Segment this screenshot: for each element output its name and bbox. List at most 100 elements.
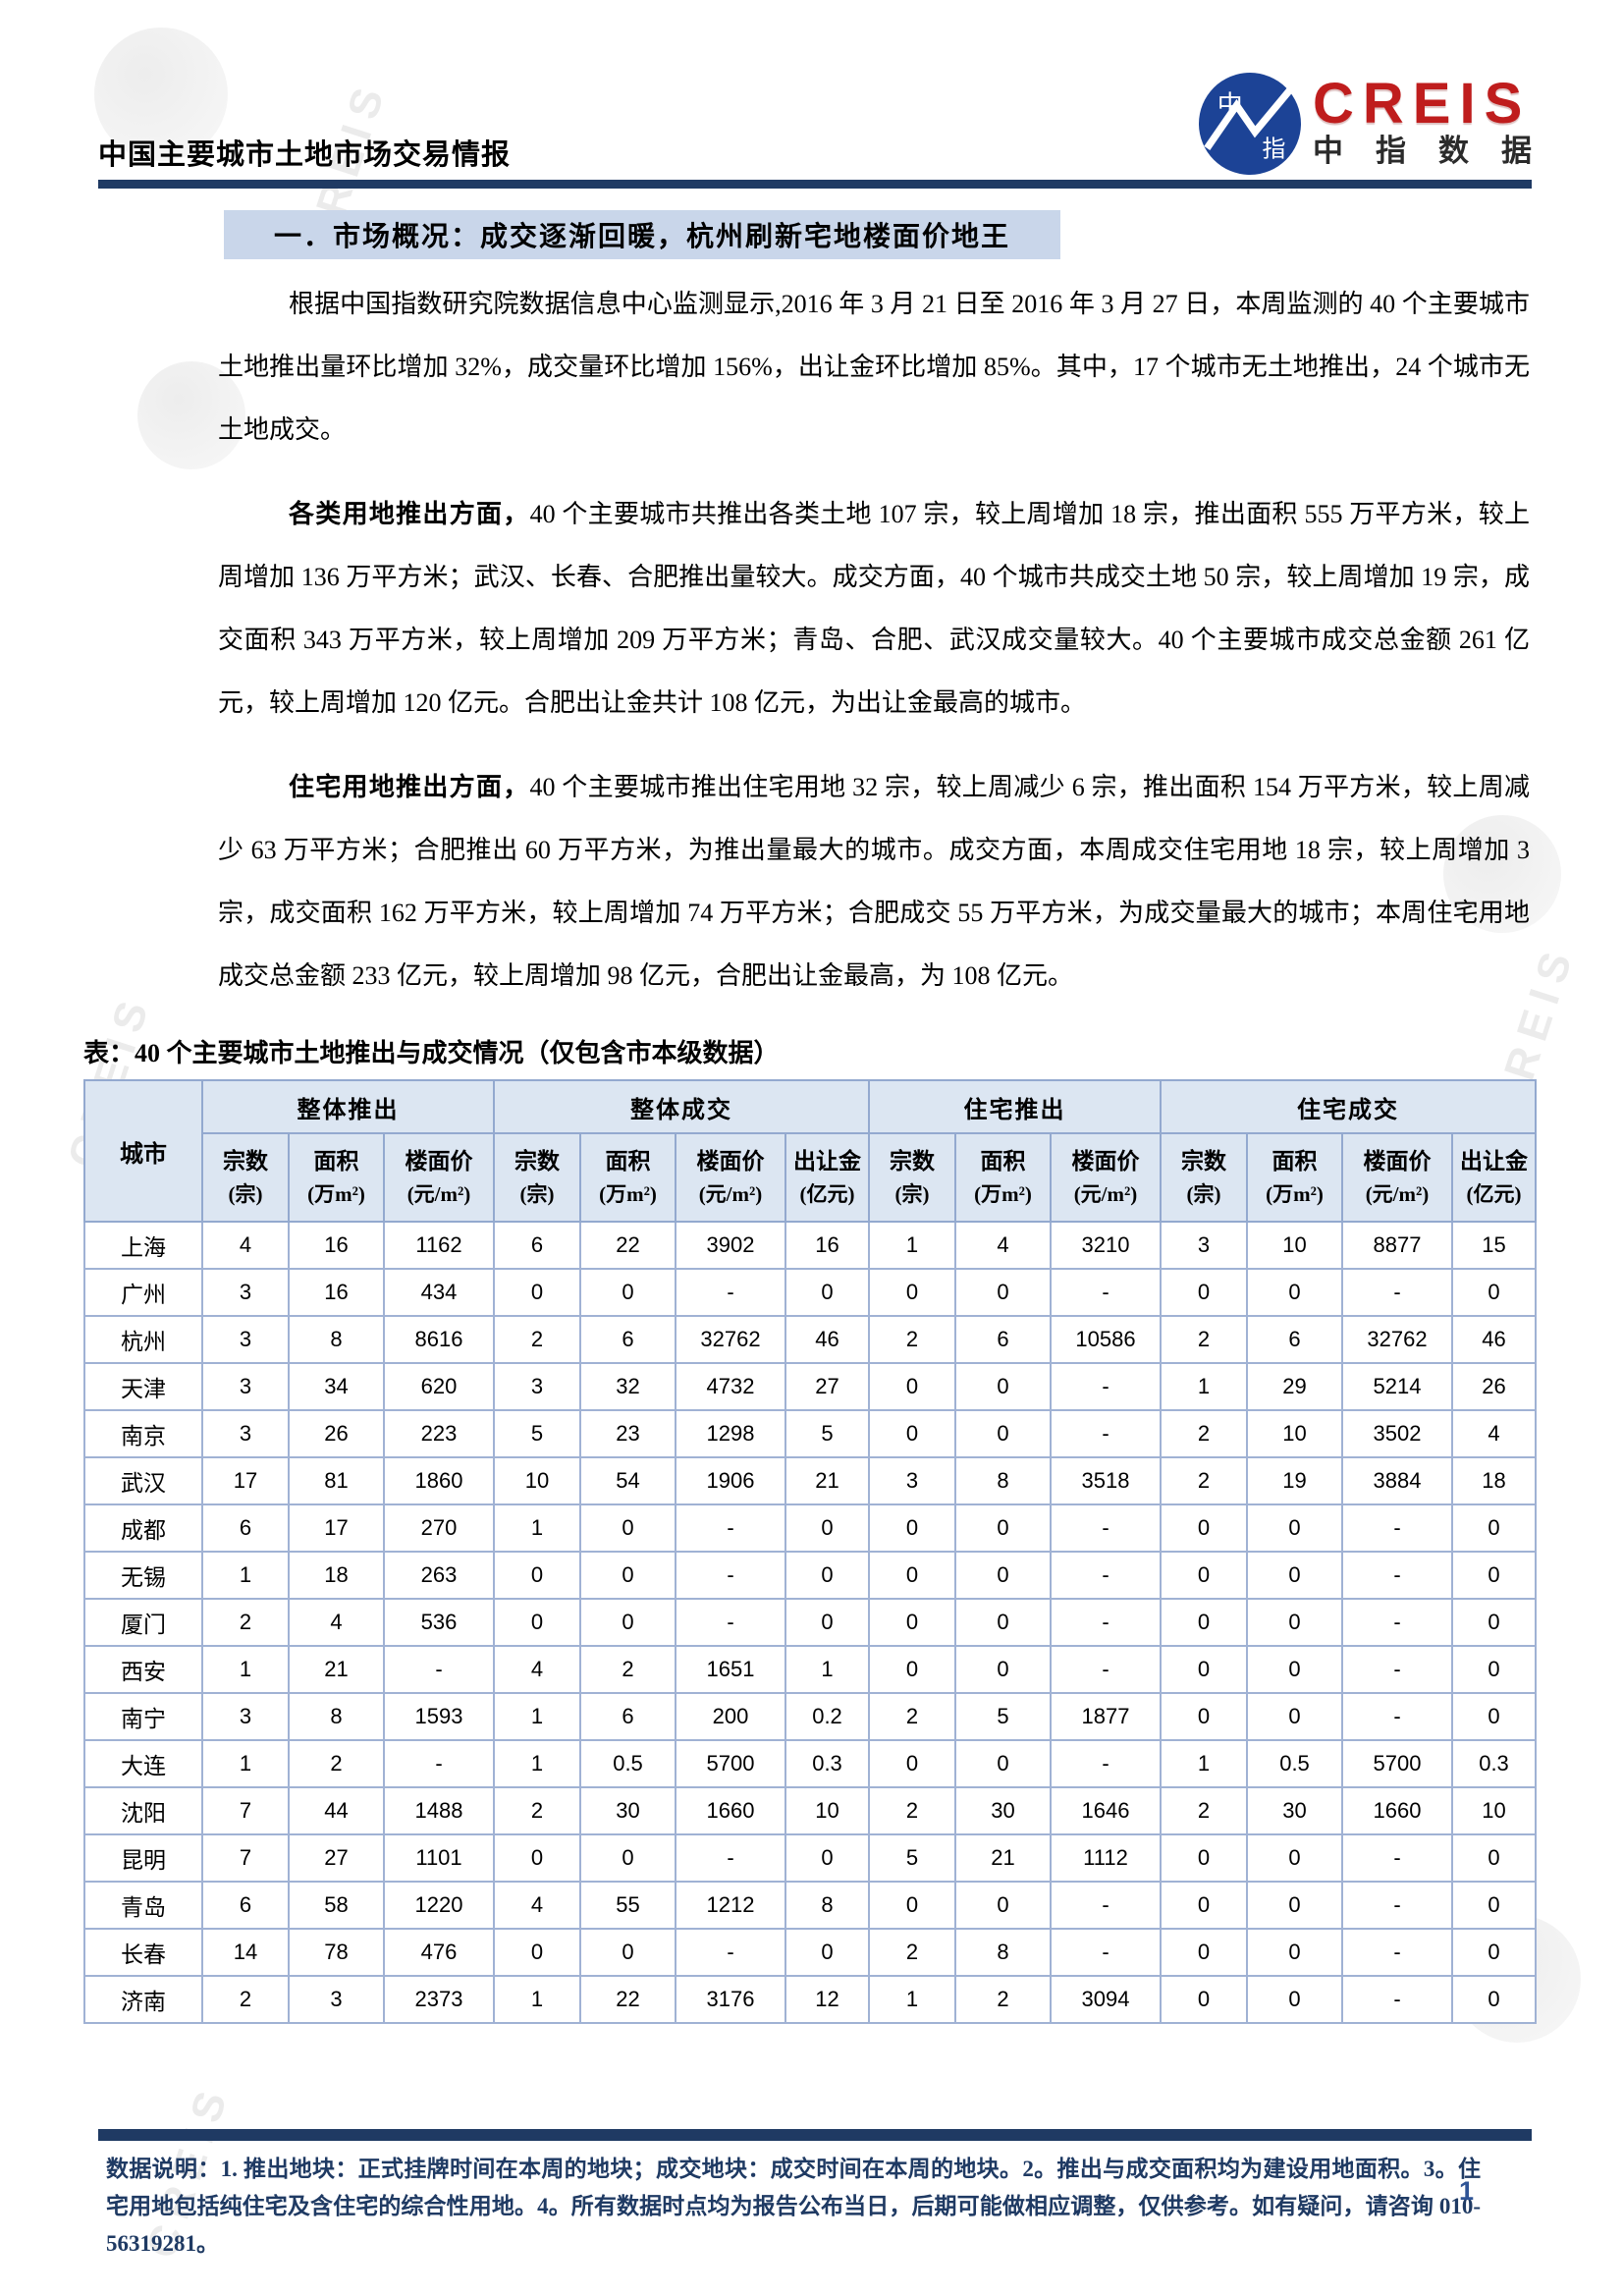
value-cell: 2 <box>1160 1786 1248 1835</box>
value-cell: 0 <box>1451 1503 1537 1553</box>
value-cell: - <box>1341 1833 1453 1883</box>
subheader: 楼面价 (元/m²) <box>1050 1132 1162 1223</box>
city-cell: 南京 <box>83 1409 203 1458</box>
value-cell: 0 <box>1160 1551 1248 1600</box>
value-cell: 0 <box>1160 1598 1248 1647</box>
table-row: 无锡 1 18 263 0 0-0 0 0-0 0-0 <box>83 1551 1537 1600</box>
value-cell: 2 <box>1160 1456 1248 1505</box>
value-cell: 21 <box>954 1833 1052 1883</box>
value-cell: 0 <box>1246 1692 1343 1741</box>
value-cell: 1651 <box>675 1645 786 1694</box>
value-cell: 0 <box>1160 1975 1248 2024</box>
value-cell: 1 <box>493 1692 581 1741</box>
value-cell: 10586 <box>1050 1315 1162 1364</box>
value-cell: 1220 <box>383 1881 495 1930</box>
value-cell: 10 <box>1451 1786 1537 1835</box>
value-cell: - <box>1341 1881 1453 1930</box>
value-cell: 223 <box>383 1409 495 1458</box>
table-row: 青岛 6 58 1220 4 55 1212 8 0 0-0 0-0 <box>83 1881 1537 1930</box>
city-cell: 西安 <box>83 1645 203 1694</box>
value-cell: 270 <box>383 1503 495 1553</box>
value-cell: 200 <box>675 1692 786 1741</box>
value-cell: 0 <box>1160 1881 1248 1930</box>
data-notes: 数据说明：1. 推出地块：正式挂牌时间在本周的地块；成交地块：成交时间在本周的地… <box>106 2157 1481 2256</box>
value-cell: 3902 <box>675 1221 786 1270</box>
value-cell: 22 <box>579 1221 676 1270</box>
value-cell: 3094 <box>1050 1975 1162 2024</box>
value-cell: 4 <box>1451 1409 1537 1458</box>
value-cell: 14 <box>201 1928 290 1977</box>
value-cell: 0 <box>954 1881 1052 1930</box>
value-cell: - <box>675 1833 786 1883</box>
value-cell: 2 <box>868 1692 956 1741</box>
city-cell: 上海 <box>83 1221 203 1270</box>
body-content: 根据中国指数研究院数据信息中心监测显示,2016 年 3 月 21 日至 201… <box>218 273 1530 1008</box>
value-cell: 0 <box>784 1503 870 1553</box>
value-cell: 1660 <box>675 1786 786 1835</box>
value-cell: 0 <box>784 1928 870 1977</box>
section-title-bar: 一．市场概况：成交逐渐回暖，杭州刷新宅地楼面价地王 <box>224 210 1060 259</box>
value-cell: 3502 <box>1341 1409 1453 1458</box>
value-cell: 0 <box>954 1645 1052 1694</box>
value-cell: 4 <box>493 1645 581 1694</box>
value-cell: 0 <box>1246 1551 1343 1600</box>
city-cell: 厦门 <box>83 1598 203 1647</box>
value-cell: 3 <box>288 1975 385 2024</box>
value-cell: 3884 <box>1341 1456 1453 1505</box>
subheader: 面积 (万m²) <box>954 1132 1052 1223</box>
value-cell: - <box>383 1739 495 1788</box>
subheader: 宗数 (宗) <box>493 1132 581 1223</box>
value-cell: 1 <box>868 1975 956 2024</box>
paragraph-text: 40 个主要城市共推出各类土地 107 宗，较上周增加 18 宗，推出面积 55… <box>218 500 1530 717</box>
value-cell: 1 <box>1160 1362 1248 1411</box>
table-header: 城市 整体推出 整体成交 住宅推出 住宅成交 宗数 (宗) 面积 (万m²) 楼面价… <box>83 1079 1537 1223</box>
value-cell: 44 <box>288 1786 385 1835</box>
subheader: 楼面价 (元/m²) <box>1341 1132 1453 1223</box>
value-cell: 5700 <box>675 1739 786 1788</box>
value-cell: 4 <box>954 1221 1052 1270</box>
value-cell: 3 <box>868 1456 956 1505</box>
header-group-overall-deal: 整体成交 <box>493 1079 870 1134</box>
value-cell: 2 <box>954 1975 1052 2024</box>
value-cell: - <box>1050 1551 1162 1600</box>
value-cell: 46 <box>784 1315 870 1364</box>
value-cell: 2 <box>1160 1409 1248 1458</box>
value-cell: 2 <box>1160 1315 1248 1364</box>
value-cell: 0 <box>1451 1692 1537 1741</box>
value-cell: 0 <box>579 1598 676 1647</box>
creis-logo-mark-icon: 中 指 <box>1199 73 1301 175</box>
value-cell: 0 <box>1160 1928 1248 1977</box>
header-divider <box>98 180 1532 189</box>
value-cell: - <box>1050 1928 1162 1977</box>
value-cell: 263 <box>383 1551 495 1600</box>
value-cell: 3 <box>493 1362 581 1411</box>
value-cell: 8 <box>954 1456 1052 1505</box>
city-cell: 济南 <box>83 1975 203 2024</box>
table-row: 济南 2 3 2373 1 22 3176 12 1 2 3094 0 0-0 <box>83 1975 1537 2024</box>
paragraph-all-land: 各类用地推出方面，40 个主要城市共推出各类土地 107 宗，较上周增加 18 … <box>218 483 1530 735</box>
value-cell: 0 <box>868 1362 956 1411</box>
table-row: 成都 6 17 270 1 0-0 0 0-0 0-0 <box>83 1503 1537 1553</box>
value-cell: 2 <box>201 1975 290 2024</box>
value-cell: 10 <box>1246 1221 1343 1270</box>
value-cell: - <box>1050 1645 1162 1694</box>
city-cell: 天津 <box>83 1362 203 1411</box>
value-cell: 27 <box>288 1833 385 1883</box>
value-cell: 0 <box>1160 1833 1248 1883</box>
value-cell: 0 <box>1246 1881 1343 1930</box>
value-cell: 6 <box>201 1881 290 1930</box>
value-cell: 0 <box>868 1645 956 1694</box>
page-header: 中国主要城市土地市场交易情报 中 指 CREIS 中指数据 <box>98 0 1532 175</box>
city-cell: 大连 <box>83 1739 203 1788</box>
value-cell: 0.2 <box>784 1692 870 1741</box>
value-cell: 3 <box>201 1409 290 1458</box>
value-cell: 0 <box>1451 1645 1537 1694</box>
table-row: 大连 1 2-1 0.5 5700 0.3 0 0-1 0.5 5700 0.3 <box>83 1739 1537 1788</box>
value-cell: 8 <box>784 1881 870 1930</box>
value-cell: 0 <box>493 1833 581 1883</box>
subheader: 出让金 (亿元) <box>784 1132 870 1223</box>
table-row: 长春 14 78 476 0 0-0 2 8-0 0-0 <box>83 1928 1537 1977</box>
value-cell: 21 <box>784 1456 870 1505</box>
value-cell: 23 <box>579 1409 676 1458</box>
